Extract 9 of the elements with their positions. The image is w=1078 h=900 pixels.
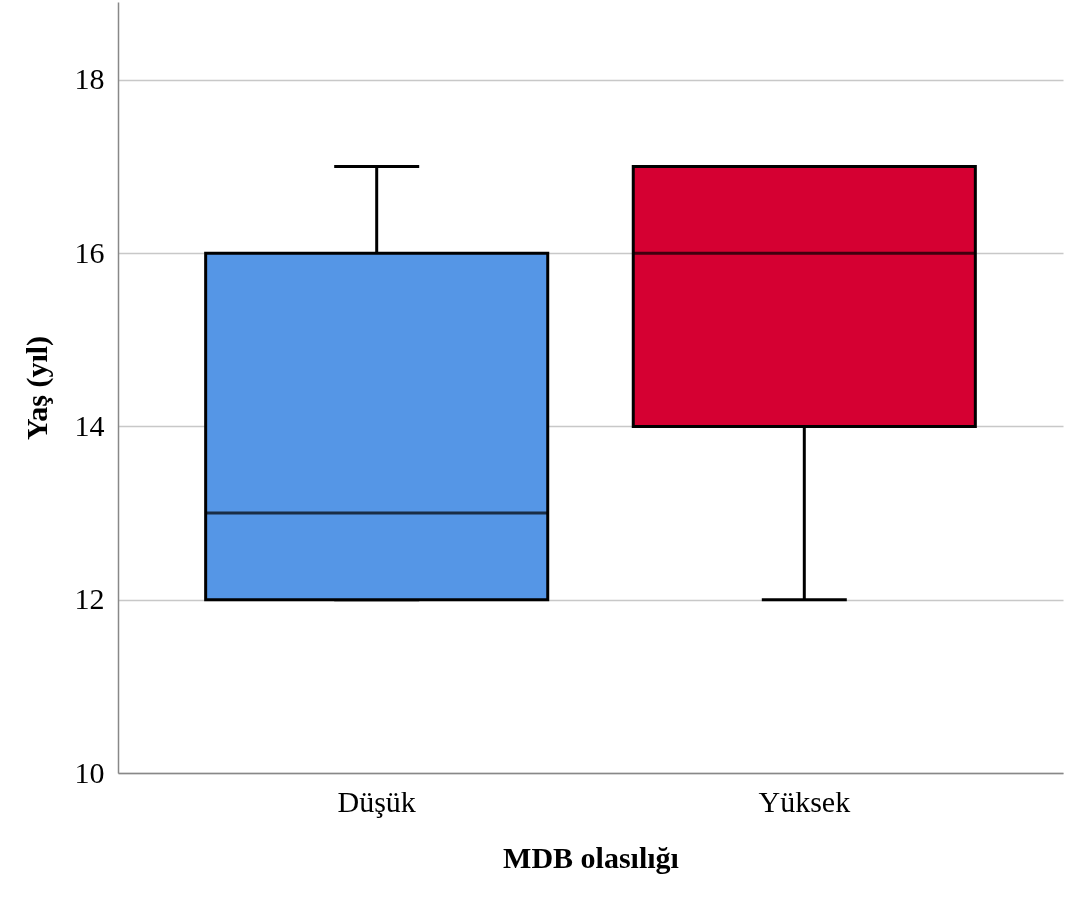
x-tick-label: Yüksek [758, 784, 851, 818]
y-tick-label: 18 [74, 62, 105, 96]
y-tick-label: 12 [74, 582, 105, 616]
y-tick-label: 16 [74, 235, 105, 269]
x-axis-title: MDB olasılığı [503, 840, 679, 874]
y-axis-title: Yaş (yıl) [19, 335, 54, 441]
x-tick-label: Düşük [337, 784, 416, 818]
y-tick-label: 14 [74, 408, 105, 442]
y-tick-label: 10 [74, 755, 105, 789]
